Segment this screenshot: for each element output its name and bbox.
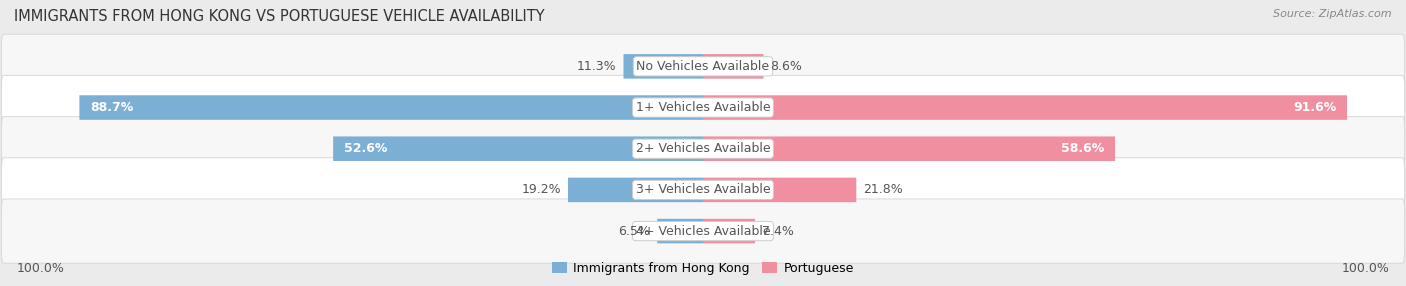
Text: 8.6%: 8.6%	[770, 60, 803, 73]
Text: 100.0%: 100.0%	[17, 262, 65, 275]
Text: 7.4%: 7.4%	[762, 225, 794, 238]
FancyBboxPatch shape	[1, 76, 1405, 140]
Text: 100.0%: 100.0%	[1341, 262, 1389, 275]
Text: 19.2%: 19.2%	[522, 183, 561, 196]
FancyBboxPatch shape	[1, 117, 1405, 181]
FancyBboxPatch shape	[703, 219, 755, 243]
Text: IMMIGRANTS FROM HONG KONG VS PORTUGUESE VEHICLE AVAILABILITY: IMMIGRANTS FROM HONG KONG VS PORTUGUESE …	[14, 9, 544, 23]
Text: 88.7%: 88.7%	[90, 101, 134, 114]
Text: 91.6%: 91.6%	[1294, 101, 1336, 114]
Text: 1+ Vehicles Available: 1+ Vehicles Available	[636, 101, 770, 114]
FancyBboxPatch shape	[703, 54, 763, 79]
FancyBboxPatch shape	[1, 199, 1405, 263]
FancyBboxPatch shape	[568, 178, 703, 202]
Text: 2+ Vehicles Available: 2+ Vehicles Available	[636, 142, 770, 155]
FancyBboxPatch shape	[703, 95, 1347, 120]
Text: 11.3%: 11.3%	[576, 60, 616, 73]
Legend: Immigrants from Hong Kong, Portuguese: Immigrants from Hong Kong, Portuguese	[547, 257, 859, 280]
Text: No Vehicles Available: No Vehicles Available	[637, 60, 769, 73]
Text: 6.5%: 6.5%	[619, 225, 650, 238]
Text: 21.8%: 21.8%	[863, 183, 903, 196]
FancyBboxPatch shape	[1, 34, 1405, 98]
FancyBboxPatch shape	[657, 219, 703, 243]
Text: 4+ Vehicles Available: 4+ Vehicles Available	[636, 225, 770, 238]
Text: 58.6%: 58.6%	[1062, 142, 1105, 155]
FancyBboxPatch shape	[1, 158, 1405, 222]
Text: Source: ZipAtlas.com: Source: ZipAtlas.com	[1274, 9, 1392, 19]
Text: 52.6%: 52.6%	[343, 142, 387, 155]
FancyBboxPatch shape	[703, 178, 856, 202]
FancyBboxPatch shape	[79, 95, 703, 120]
FancyBboxPatch shape	[703, 136, 1115, 161]
FancyBboxPatch shape	[623, 54, 703, 79]
FancyBboxPatch shape	[333, 136, 703, 161]
Text: 3+ Vehicles Available: 3+ Vehicles Available	[636, 183, 770, 196]
